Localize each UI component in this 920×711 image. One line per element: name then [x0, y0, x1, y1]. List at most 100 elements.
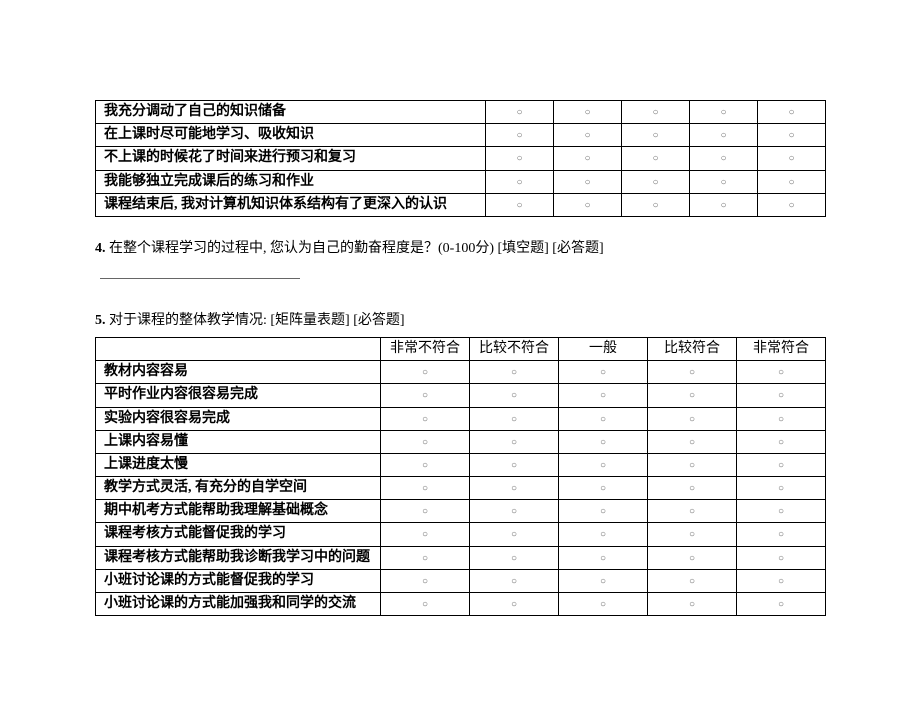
- radio-icon: ○: [511, 528, 517, 541]
- radio-option[interactable]: ○: [648, 430, 737, 453]
- radio-option[interactable]: ○: [559, 569, 648, 592]
- radio-option[interactable]: ○: [648, 569, 737, 592]
- radio-option[interactable]: ○: [622, 147, 690, 170]
- radio-option[interactable]: ○: [381, 453, 470, 476]
- fill-blank-line[interactable]: [100, 265, 300, 279]
- table-2-header: 一般: [559, 337, 648, 360]
- radio-option[interactable]: ○: [559, 523, 648, 546]
- radio-icon: ○: [511, 366, 517, 379]
- radio-option[interactable]: ○: [737, 569, 826, 592]
- radio-option[interactable]: ○: [554, 193, 622, 216]
- radio-option[interactable]: ○: [486, 101, 554, 124]
- radio-option[interactable]: ○: [648, 453, 737, 476]
- radio-icon: ○: [584, 199, 590, 212]
- row-label: 我充分调动了自己的知识储备: [96, 101, 486, 124]
- radio-option[interactable]: ○: [758, 147, 826, 170]
- radio-option[interactable]: ○: [648, 361, 737, 384]
- radio-option[interactable]: ○: [648, 546, 737, 569]
- radio-option[interactable]: ○: [758, 124, 826, 147]
- radio-option[interactable]: ○: [737, 430, 826, 453]
- radio-option[interactable]: ○: [554, 147, 622, 170]
- radio-icon: ○: [689, 482, 695, 495]
- radio-option[interactable]: ○: [690, 147, 758, 170]
- radio-option[interactable]: ○: [737, 593, 826, 616]
- radio-option[interactable]: ○: [758, 101, 826, 124]
- radio-option[interactable]: ○: [690, 193, 758, 216]
- radio-option[interactable]: ○: [381, 407, 470, 430]
- radio-option[interactable]: ○: [381, 500, 470, 523]
- radio-option[interactable]: ○: [648, 500, 737, 523]
- radio-option[interactable]: ○: [737, 523, 826, 546]
- radio-option[interactable]: ○: [554, 170, 622, 193]
- radio-option[interactable]: ○: [470, 523, 559, 546]
- radio-option[interactable]: ○: [622, 193, 690, 216]
- radio-option[interactable]: ○: [470, 569, 559, 592]
- radio-icon: ○: [689, 598, 695, 611]
- radio-option[interactable]: ○: [737, 384, 826, 407]
- radio-option[interactable]: ○: [559, 430, 648, 453]
- radio-option[interactable]: ○: [486, 170, 554, 193]
- radio-option[interactable]: ○: [622, 124, 690, 147]
- radio-option[interactable]: ○: [559, 453, 648, 476]
- radio-option[interactable]: ○: [737, 361, 826, 384]
- radio-option[interactable]: ○: [737, 407, 826, 430]
- radio-option[interactable]: ○: [470, 500, 559, 523]
- radio-option[interactable]: ○: [381, 523, 470, 546]
- radio-option[interactable]: ○: [381, 593, 470, 616]
- radio-option[interactable]: ○: [559, 593, 648, 616]
- radio-option[interactable]: ○: [737, 453, 826, 476]
- radio-option[interactable]: ○: [648, 384, 737, 407]
- radio-option[interactable]: ○: [690, 101, 758, 124]
- radio-option[interactable]: ○: [486, 124, 554, 147]
- radio-option[interactable]: ○: [381, 384, 470, 407]
- radio-option[interactable]: ○: [470, 593, 559, 616]
- radio-option[interactable]: ○: [648, 407, 737, 430]
- radio-option[interactable]: ○: [381, 477, 470, 500]
- radio-option[interactable]: ○: [486, 147, 554, 170]
- radio-option[interactable]: ○: [690, 170, 758, 193]
- radio-option[interactable]: ○: [554, 124, 622, 147]
- radio-icon: ○: [778, 436, 784, 449]
- radio-option[interactable]: ○: [559, 361, 648, 384]
- table-row: 在上课时尽可能地学习、吸收知识○○○○○: [96, 124, 826, 147]
- radio-option[interactable]: ○: [381, 569, 470, 592]
- radio-option[interactable]: ○: [737, 546, 826, 569]
- radio-option[interactable]: ○: [470, 430, 559, 453]
- radio-option[interactable]: ○: [470, 453, 559, 476]
- radio-option[interactable]: ○: [559, 407, 648, 430]
- radio-option[interactable]: ○: [690, 124, 758, 147]
- radio-option[interactable]: ○: [559, 477, 648, 500]
- radio-icon: ○: [511, 552, 517, 565]
- radio-option[interactable]: ○: [470, 384, 559, 407]
- radio-option[interactable]: ○: [559, 384, 648, 407]
- radio-option[interactable]: ○: [737, 500, 826, 523]
- table-2-header: 非常符合: [737, 337, 826, 360]
- table-row: 教学方式灵活, 有充分的自学空间○○○○○: [96, 477, 826, 500]
- radio-option[interactable]: ○: [381, 546, 470, 569]
- table-1: 我充分调动了自己的知识储备○○○○○在上课时尽可能地学习、吸收知识○○○○○不上…: [95, 100, 826, 217]
- radio-option[interactable]: ○: [622, 101, 690, 124]
- radio-icon: ○: [600, 459, 606, 472]
- radio-option[interactable]: ○: [758, 193, 826, 216]
- radio-option[interactable]: ○: [554, 101, 622, 124]
- radio-icon: ○: [778, 552, 784, 565]
- radio-option[interactable]: ○: [486, 193, 554, 216]
- radio-option[interactable]: ○: [737, 477, 826, 500]
- radio-option[interactable]: ○: [470, 407, 559, 430]
- radio-option[interactable]: ○: [559, 500, 648, 523]
- radio-option[interactable]: ○: [470, 361, 559, 384]
- radio-icon: ○: [689, 366, 695, 379]
- radio-option[interactable]: ○: [622, 170, 690, 193]
- radio-option[interactable]: ○: [758, 170, 826, 193]
- radio-option[interactable]: ○: [470, 546, 559, 569]
- radio-option[interactable]: ○: [559, 546, 648, 569]
- radio-option[interactable]: ○: [381, 361, 470, 384]
- radio-option[interactable]: ○: [470, 477, 559, 500]
- radio-option[interactable]: ○: [648, 523, 737, 546]
- radio-icon: ○: [422, 528, 428, 541]
- radio-option[interactable]: ○: [381, 430, 470, 453]
- radio-option[interactable]: ○: [648, 477, 737, 500]
- radio-icon: ○: [422, 505, 428, 518]
- radio-option[interactable]: ○: [648, 593, 737, 616]
- radio-icon: ○: [778, 366, 784, 379]
